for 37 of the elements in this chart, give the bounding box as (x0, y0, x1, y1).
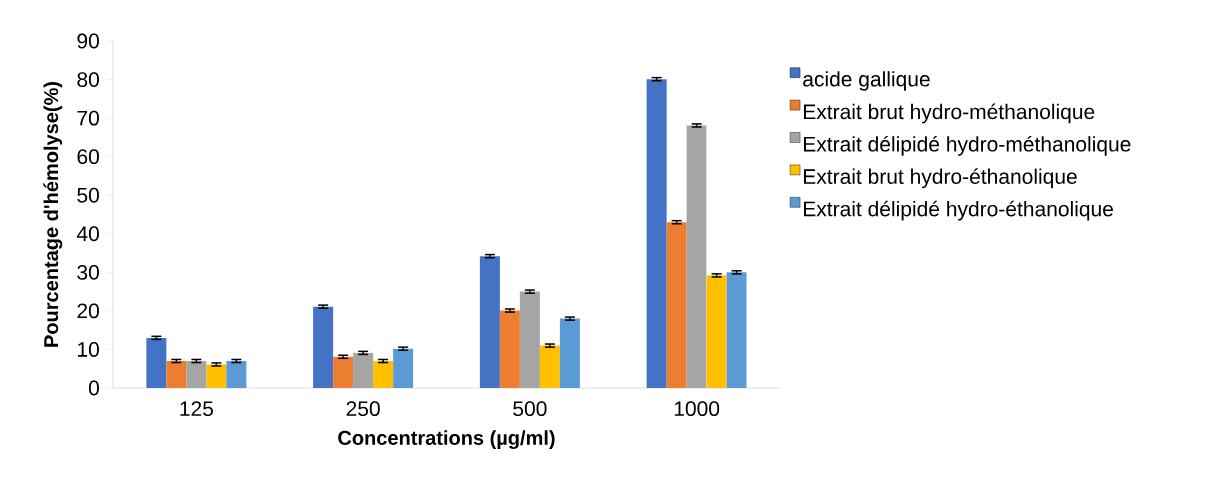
bar (333, 356, 354, 388)
bar (313, 306, 334, 388)
x-tick-label: 125 (180, 401, 213, 417)
bar (646, 79, 667, 388)
bar (166, 361, 187, 388)
bar (393, 348, 414, 388)
y-axis-title: Pourcentage d'hémolyse(%) (43, 82, 63, 347)
bar (666, 222, 687, 388)
bar (479, 256, 500, 388)
legend-label: Extrait brut hydro-méthanolique (804, 103, 1095, 124)
bar (559, 318, 580, 388)
bar (706, 275, 727, 388)
x-tick-label: 1000 (674, 401, 720, 417)
y-tick-label: 70 (77, 110, 99, 126)
bar (146, 337, 167, 388)
legend-label: Extrait brut hydro-éthanolique (804, 168, 1077, 189)
bar (539, 345, 560, 388)
y-tick-label: 60 (77, 149, 99, 165)
y-tick-label: 30 (77, 264, 99, 280)
y-tick-label: 40 (76, 226, 99, 242)
y-tick-label: 80 (77, 72, 99, 87)
legend-label: Extrait délipidé hydro-éthanolique (804, 200, 1113, 221)
y-tick-label: 0 (88, 380, 99, 396)
y-tick-label: 50 (77, 187, 99, 203)
bar (226, 361, 247, 388)
y-tick-label: 10 (78, 342, 99, 357)
x-tick-label: 250 (346, 401, 380, 417)
legend-label: Extrait délipidé hydro-méthanolique (804, 135, 1131, 156)
bar (206, 364, 227, 388)
x-tick-label: 500 (513, 401, 547, 417)
y-tick-label: 90 (77, 33, 99, 49)
legend-label: acide gallique (803, 71, 930, 91)
bar (726, 272, 747, 388)
y-tick-label: 20 (77, 303, 99, 319)
bar (373, 361, 394, 388)
bar (499, 310, 520, 388)
x-axis-title: Concentrations (µg/ml) (338, 430, 555, 449)
